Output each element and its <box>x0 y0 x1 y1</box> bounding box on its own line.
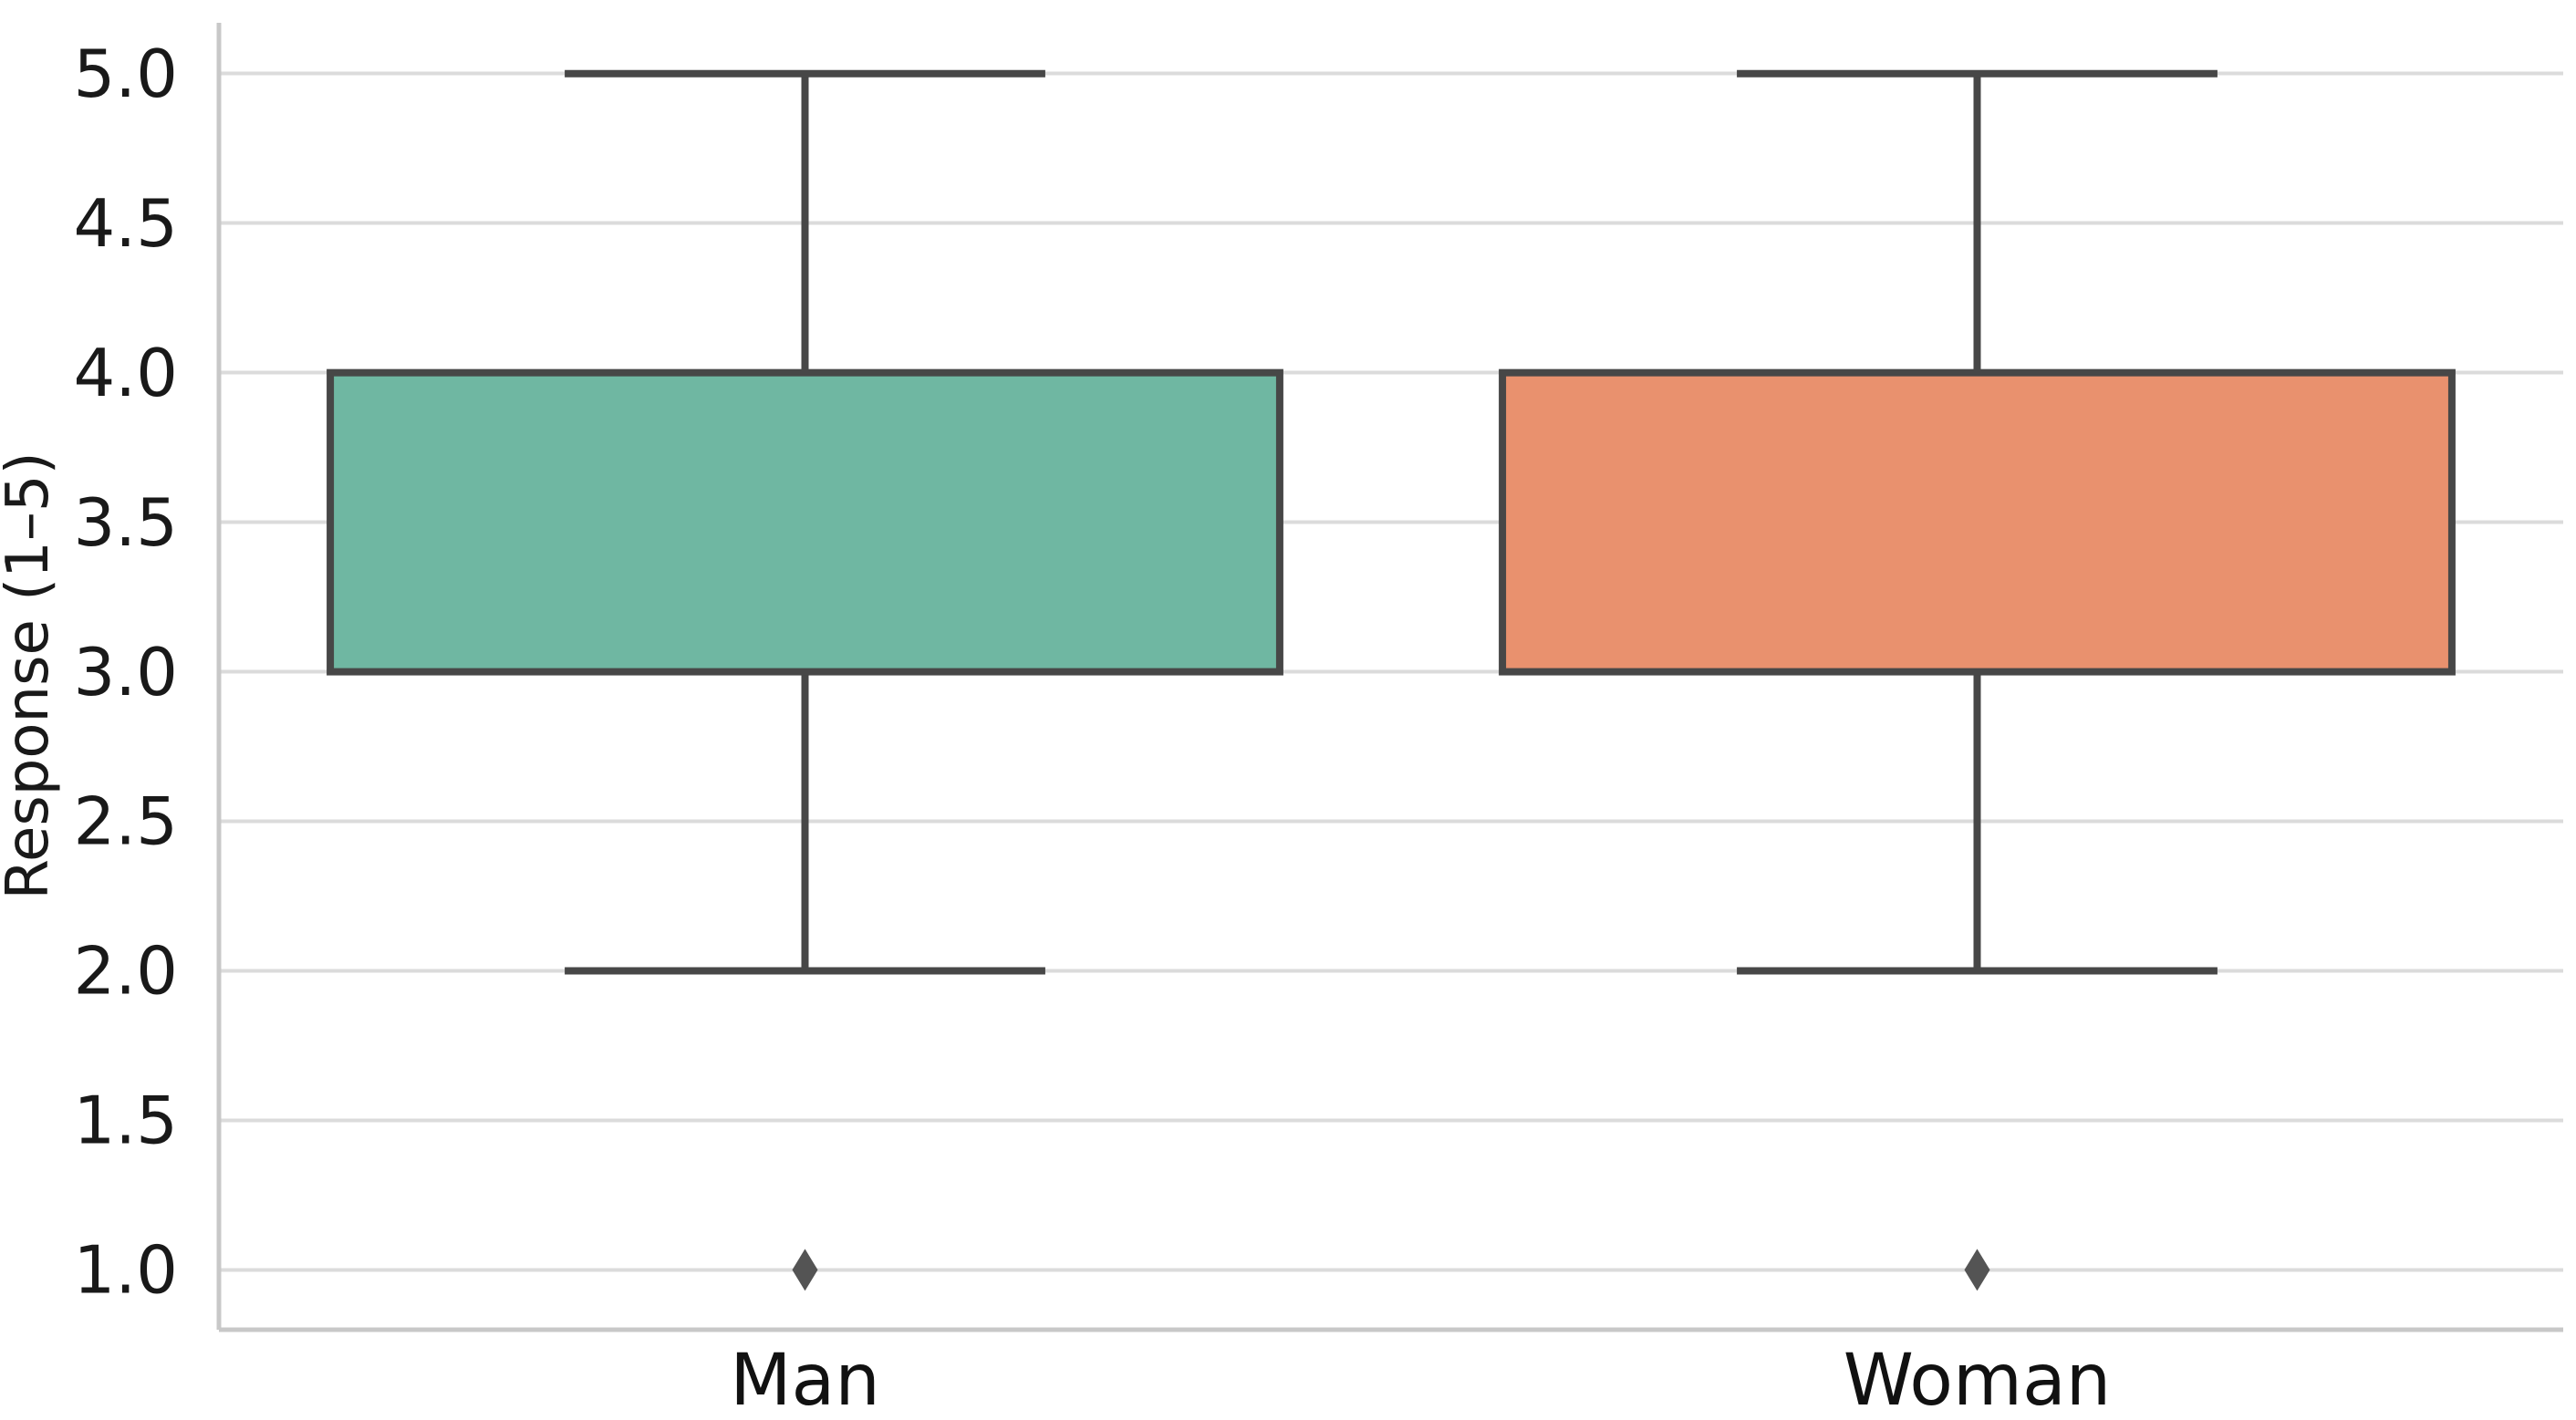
y-tick-label: 5.0 <box>73 36 178 112</box>
y-tick-label: 1.5 <box>73 1083 178 1159</box>
box-woman <box>1499 368 2456 676</box>
x-category-label-man: Man <box>730 1340 880 1420</box>
box-man <box>327 368 1283 676</box>
y-axis-label: Response (1–5) <box>0 451 62 899</box>
y-tick-label: 3.0 <box>73 634 178 710</box>
y-tick-label: 2.5 <box>73 783 178 860</box>
y-tick-label: 3.5 <box>73 484 178 561</box>
outlier-marker-woman <box>1964 1249 1990 1291</box>
y-tick-label: 2.0 <box>73 933 178 1010</box>
outlier-marker-man <box>792 1249 818 1291</box>
x-category-label-woman: Woman <box>1844 1340 2112 1420</box>
y-tick-label: 1.0 <box>73 1232 178 1309</box>
y-tick-label: 4.5 <box>73 185 178 262</box>
y-tick-label: 4.0 <box>73 335 178 411</box>
plot-area: Man Woman 1.0 1.5 2.0 2.5 3.0 3.5 4.0 4.5 5.0 <box>73 23 2563 1420</box>
